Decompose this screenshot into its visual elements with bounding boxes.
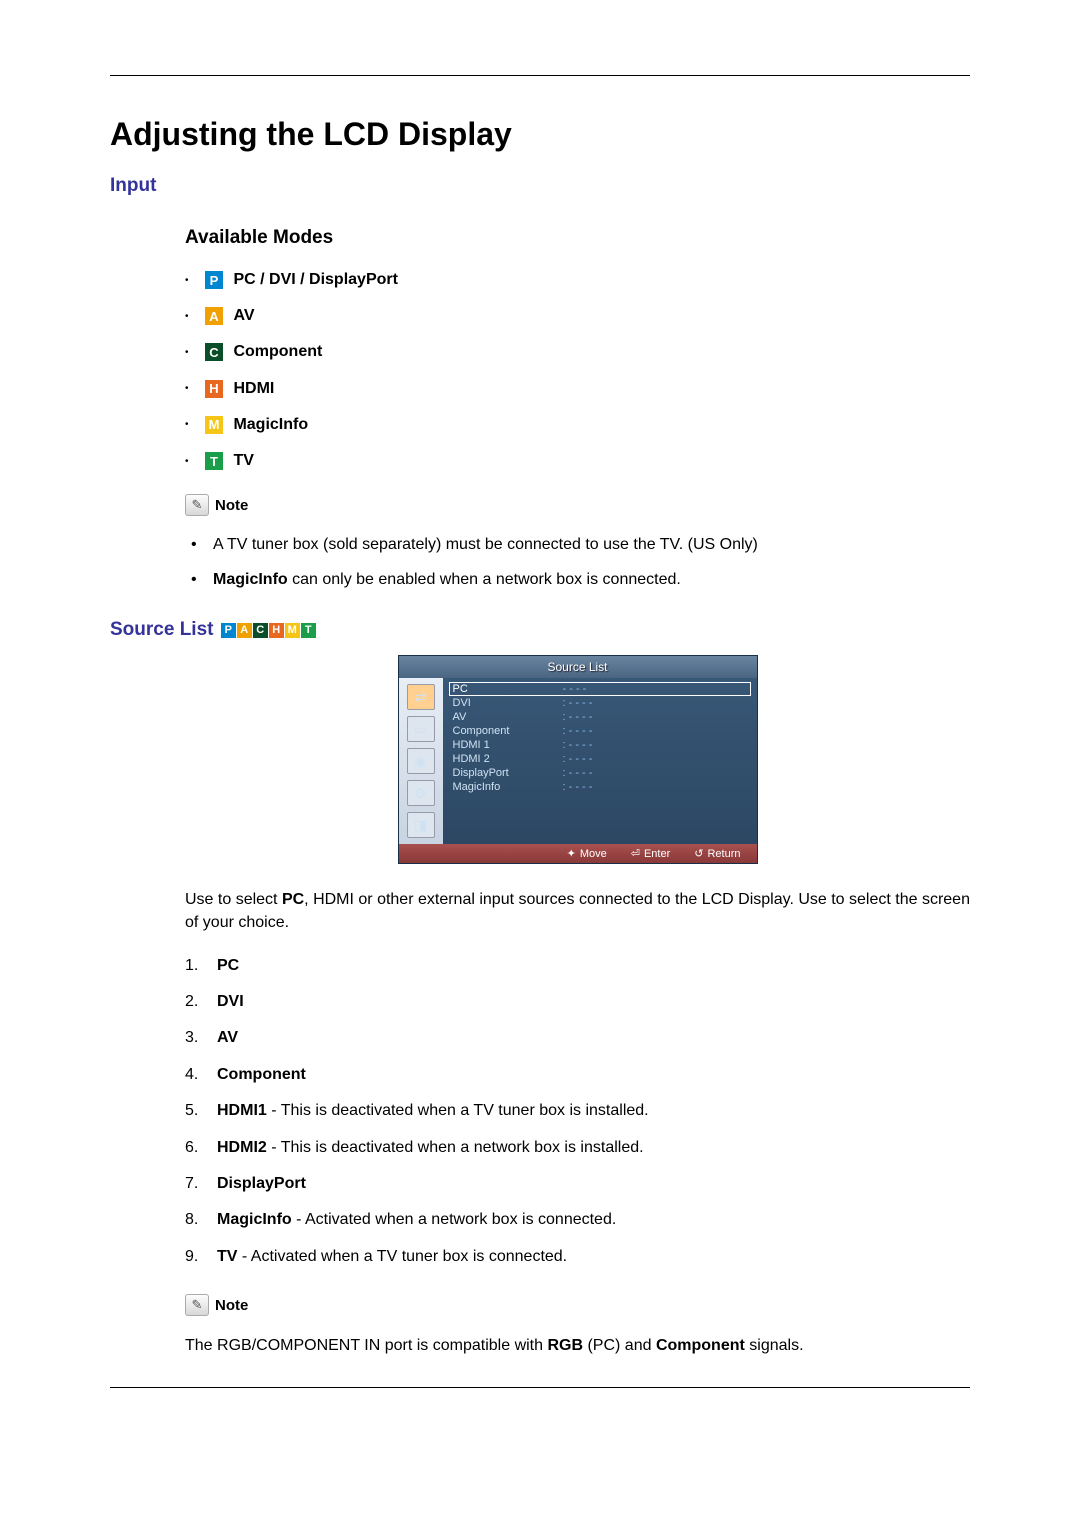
note-item: MagicInfo can only be enabled when a net… — [185, 569, 970, 591]
source-ordered-list: PC DVI AV Component HDMI1 - This is deac… — [185, 955, 970, 1269]
list-item: PC — [185, 955, 970, 977]
mode-label: TV — [233, 452, 253, 469]
osd-return: ↺ Return — [694, 847, 740, 860]
section-input: Input — [110, 175, 970, 197]
osd-row: PC- - - - — [449, 682, 751, 696]
osd-row: MagicInfo: - - - - — [443, 780, 757, 794]
note2-text: The RGB/COMPONENT IN port is compatible … — [185, 1334, 970, 1357]
p-icon: P — [221, 623, 236, 638]
mode-label: HDMI — [233, 380, 274, 397]
source-list-chips: P A C H M T — [221, 623, 316, 638]
a-icon: A — [205, 307, 223, 325]
mode-label: PC / DVI / DisplayPort — [233, 271, 397, 288]
list-item: AV — [185, 1027, 970, 1049]
osd-screenshot: Source List ⇄ ▭ ◉ ⚙ ◨ PC- - - -DVI: - - … — [185, 655, 970, 864]
mode-label: MagicInfo — [233, 416, 308, 433]
t-icon: T — [301, 623, 316, 638]
osd-rows: PC- - - -DVI: - - - -AV: - - - -Componen… — [443, 678, 757, 844]
osd-sound-icon: ◉ — [407, 748, 435, 774]
note-label: Note — [215, 1297, 248, 1314]
available-modes-heading: Available Modes — [185, 227, 970, 249]
bottom-rule — [110, 1387, 970, 1388]
p-icon: P — [205, 271, 223, 289]
osd-enter: ⏎ Enter — [631, 847, 671, 860]
osd-row: HDMI 1: - - - - — [443, 738, 757, 752]
osd-title: Source List — [399, 656, 757, 678]
osd-sidebar: ⇄ ▭ ◉ ⚙ ◨ — [399, 678, 443, 844]
osd-footer: ✦ Move ⏎ Enter ↺ Return — [399, 844, 757, 863]
m-icon: M — [205, 416, 223, 434]
note-item: A TV tuner box (sold separately) must be… — [185, 534, 970, 556]
note-bold: MagicInfo — [213, 571, 288, 588]
c-icon: C — [205, 343, 223, 361]
mode-tv: •T TV — [185, 452, 970, 470]
mode-pc: •P PC / DVI / DisplayPort — [185, 271, 970, 289]
mode-hdmi: •H HDMI — [185, 380, 970, 398]
osd-row: AV: - - - - — [443, 710, 757, 724]
source-description: Use to select PC, HDMI or other external… — [185, 888, 970, 934]
note-header: ✎ Note — [185, 494, 970, 516]
osd-multi-icon: ◨ — [407, 812, 435, 838]
list-item: HDMI2 - This is deactivated when a netwo… — [185, 1137, 970, 1159]
note-icon: ✎ — [185, 1294, 209, 1316]
page-title: Adjusting the LCD Display — [110, 116, 970, 153]
a-icon: A — [237, 623, 252, 638]
list-item: TV - Activated when a TV tuner box is co… — [185, 1246, 970, 1268]
note-text: can only be enabled when a network box i… — [288, 571, 681, 588]
list-item: HDMI1 - This is deactivated when a TV tu… — [185, 1100, 970, 1122]
c-icon: C — [253, 623, 268, 638]
mode-label: AV — [233, 307, 254, 324]
notes-list: A TV tuner box (sold separately) must be… — [185, 534, 970, 591]
mode-component: •C Component — [185, 343, 970, 361]
mode-magicinfo: •M MagicInfo — [185, 416, 970, 434]
note-icon: ✎ — [185, 494, 209, 516]
top-rule — [110, 75, 970, 76]
source-list-text: Source List — [110, 619, 213, 640]
mode-av: •A AV — [185, 307, 970, 325]
list-item: DVI — [185, 991, 970, 1013]
osd-setup-icon: ⚙ — [407, 780, 435, 806]
osd-picture-icon: ▭ — [407, 716, 435, 742]
list-item: Component — [185, 1064, 970, 1086]
note-header: ✎ Note — [185, 1294, 970, 1316]
h-icon: H — [205, 380, 223, 398]
list-item: MagicInfo - Activated when a network box… — [185, 1209, 970, 1231]
osd-row: DisplayPort: - - - - — [443, 766, 757, 780]
mode-label: Component — [233, 343, 322, 360]
list-item: DisplayPort — [185, 1173, 970, 1195]
section-source-list: Source List P A C H M T — [110, 619, 970, 641]
osd-move: ✦ Move — [567, 847, 607, 860]
m-icon: M — [285, 623, 300, 638]
osd-row: Component: - - - - — [443, 724, 757, 738]
osd-row: HDMI 2: - - - - — [443, 752, 757, 766]
osd-row: DVI: - - - - — [443, 696, 757, 710]
h-icon: H — [269, 623, 284, 638]
note-label: Note — [215, 497, 248, 514]
osd-source-icon: ⇄ — [407, 684, 435, 710]
t-icon: T — [205, 452, 223, 470]
modes-list: •P PC / DVI / DisplayPort •A AV •C Compo… — [185, 271, 970, 470]
